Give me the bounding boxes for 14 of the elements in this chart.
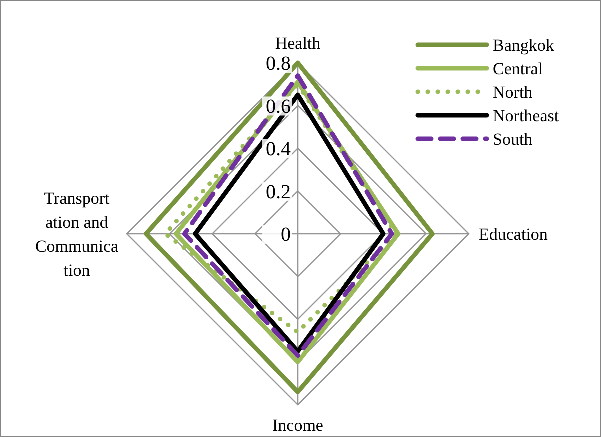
y-tick-label: 0.4: [266, 138, 291, 160]
y-tick-label: 0.8: [266, 53, 291, 75]
y-tick-label: 0.2: [266, 181, 291, 204]
legend-label: Northeast: [493, 106, 560, 126]
spoke-label: Education: [479, 225, 548, 244]
spoke-label: Health: [275, 34, 322, 53]
legend-label: Central: [493, 60, 544, 78]
legend-label: North: [493, 83, 534, 102]
y-tick-label: 0: [281, 224, 291, 246]
legend-label: Bangkok: [493, 36, 555, 55]
spoke-label: Transportation and Communication: [35, 189, 119, 280]
spoke-label: Income: [272, 416, 324, 435]
legend-label: South: [493, 130, 534, 149]
y-tick-label: 0.6: [266, 96, 291, 118]
